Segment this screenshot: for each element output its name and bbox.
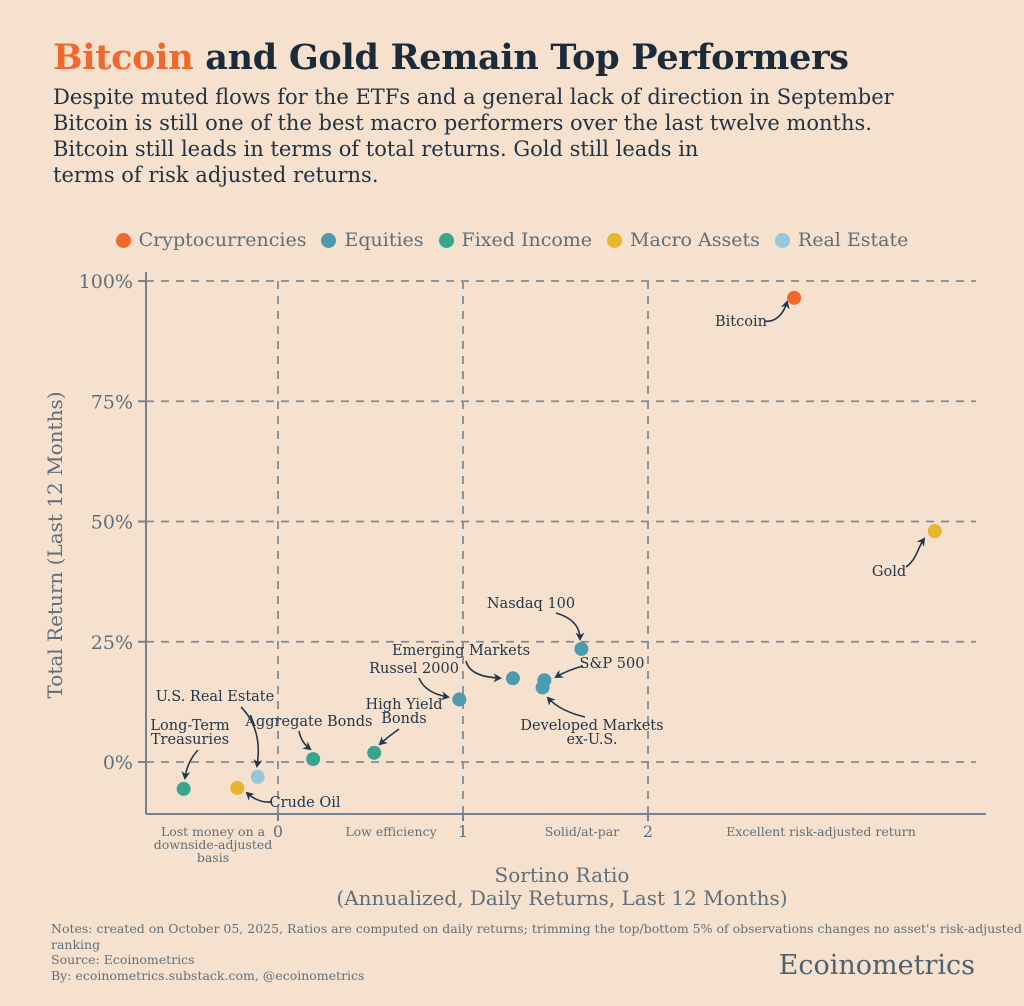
legend-item-label: Equities	[344, 229, 424, 251]
x-axis-title: Sortino Ratio (Annualized, Daily Returns,…	[336, 863, 787, 910]
x-zone-label: Excellent risk-adjusted return	[726, 824, 916, 839]
legend-dot-icon	[607, 232, 623, 248]
annotation-arrow-nasdaq-100	[555, 612, 585, 641]
annotation-arrow-bitcoin	[763, 300, 790, 323]
data-point-developed-markets-ex-u-s	[535, 680, 550, 695]
data-point-nasdaq-100	[574, 641, 589, 656]
annotation-arrow-crude-oil	[245, 791, 272, 803]
legend-item-fixed_income: Fixed Income	[438, 229, 593, 251]
annotation-label-nasdaq-100: Nasdaq 100	[487, 596, 575, 612]
data-point-bitcoin	[787, 290, 802, 305]
y-axis-title: Total Return (Last 12 Months)	[43, 391, 67, 698]
legend-dot-icon	[774, 232, 790, 248]
notes-line: By: ecoinometrics.substack.com, @ecoinom…	[51, 967, 365, 983]
data-point-aggregate-bonds	[306, 752, 321, 767]
notes: Notes: created on October 05, 2025, Rati…	[51, 921, 1024, 983]
subtitle-line: Bitcoin still leads in terms of total re…	[53, 137, 699, 161]
subtitle-line: terms of risk adjusted returns.	[53, 163, 379, 187]
legend: Cryptocurrencies Equities Fixed Income Macr…	[0, 229, 1024, 251]
subtitle-line: Despite muted flows for the ETFs and a g…	[53, 85, 894, 109]
y-tick-label: 50%	[91, 512, 133, 534]
x-tick-label: 2	[643, 822, 653, 841]
legend-item-equities: Equities	[321, 229, 424, 251]
x-zone-label: Lost money on a downside-adjusted basis	[154, 824, 273, 865]
notes-line: Source: Ecoinometrics	[51, 952, 195, 967]
legend-item-label: Macro Assets	[630, 229, 760, 251]
annotation-label-s-p-500: S&P 500	[580, 656, 645, 672]
annotation-arrow-long-term-treasuries	[181, 749, 199, 780]
annotation-arrow-emerging-markets	[465, 660, 502, 683]
annotation-arrow-aggregate-bonds	[298, 730, 312, 751]
y-tick-label: 100%	[79, 271, 133, 293]
data-point-russel-2000	[452, 692, 467, 707]
data-point-s-p-500	[537, 673, 552, 688]
annotation-label-crude-oil: Crude Oil	[270, 795, 341, 811]
brand-logo: Ecoinometrics	[778, 950, 975, 981]
legend-item-macro_assets: Macro Assets	[607, 229, 760, 251]
subtitle: Despite muted flows for the ETFs and a g…	[53, 84, 894, 188]
data-point-emerging-markets	[505, 671, 520, 686]
x-tick-label: 1	[458, 822, 468, 841]
legend-dot-icon	[321, 232, 337, 248]
annotation-label-long-term-treasuries: Long-Term Treasuries	[150, 718, 229, 748]
data-point-gold	[927, 524, 942, 539]
annotation-label-aggregate-bonds: Aggregate Bonds	[245, 714, 373, 730]
page-title: Bitcoin and Gold Remain Top Performers	[53, 37, 849, 78]
title-highlight: Bitcoin	[53, 37, 194, 79]
annotation-arrow-developed-markets-ex-u-s	[546, 696, 586, 718]
legend-item-label: Cryptocurrencies	[138, 229, 307, 251]
legend-item-label: Fixed Income	[461, 229, 593, 251]
legend-item-cryptocurrencies: Cryptocurrencies	[115, 229, 307, 251]
legend-dot-icon	[438, 232, 454, 248]
annotation-label-russel-2000: Russel 2000	[369, 661, 459, 677]
notes-line: Notes: created on October 05, 2025, Rati…	[51, 921, 1023, 952]
y-tick-label: 0%	[103, 752, 133, 774]
legend-item-label: Real Estate	[797, 229, 909, 251]
legend-dot-icon	[115, 232, 131, 248]
y-tick-label: 25%	[91, 632, 133, 654]
annotation-arrow-s-p-500	[554, 665, 584, 679]
annotation-label-high-yield-bonds: High Yield Bonds	[366, 697, 443, 727]
data-point-crude-oil	[230, 780, 245, 795]
legend-item-real_estate: Real Estate	[774, 229, 909, 251]
annotation-label-emerging-markets: Emerging Markets	[392, 643, 530, 659]
data-point-long-term-treasuries	[176, 781, 191, 796]
y-tick-label: 75%	[91, 391, 133, 413]
annotation-label-u-s-real-estate: U.S. Real Estate	[156, 689, 274, 705]
annotation-label-developed-markets-ex-u-s: Developed Markets ex-U.S.	[520, 718, 663, 748]
annotation-label-gold: Gold	[872, 564, 906, 580]
x-zone-label: Low efficiency	[345, 824, 437, 839]
annotation-arrow-u-s-real-estate	[240, 706, 263, 768]
annotation-arrow-high-yield-bonds	[378, 728, 400, 746]
x-tick-label: 0	[273, 822, 283, 841]
annotation-arrow-gold	[905, 537, 926, 568]
data-point-u-s-real-estate	[250, 769, 265, 784]
annotation-label-bitcoin: Bitcoin	[715, 314, 767, 330]
title-rest: and Gold Remain Top Performers	[193, 37, 849, 79]
subtitle-line: Bitcoin is still one of the best macro p…	[53, 111, 872, 135]
annotation-arrow-russel-2000	[418, 677, 450, 701]
data-point-high-yield-bonds	[367, 745, 382, 760]
x-zone-label: Solid/at-par	[545, 824, 619, 839]
